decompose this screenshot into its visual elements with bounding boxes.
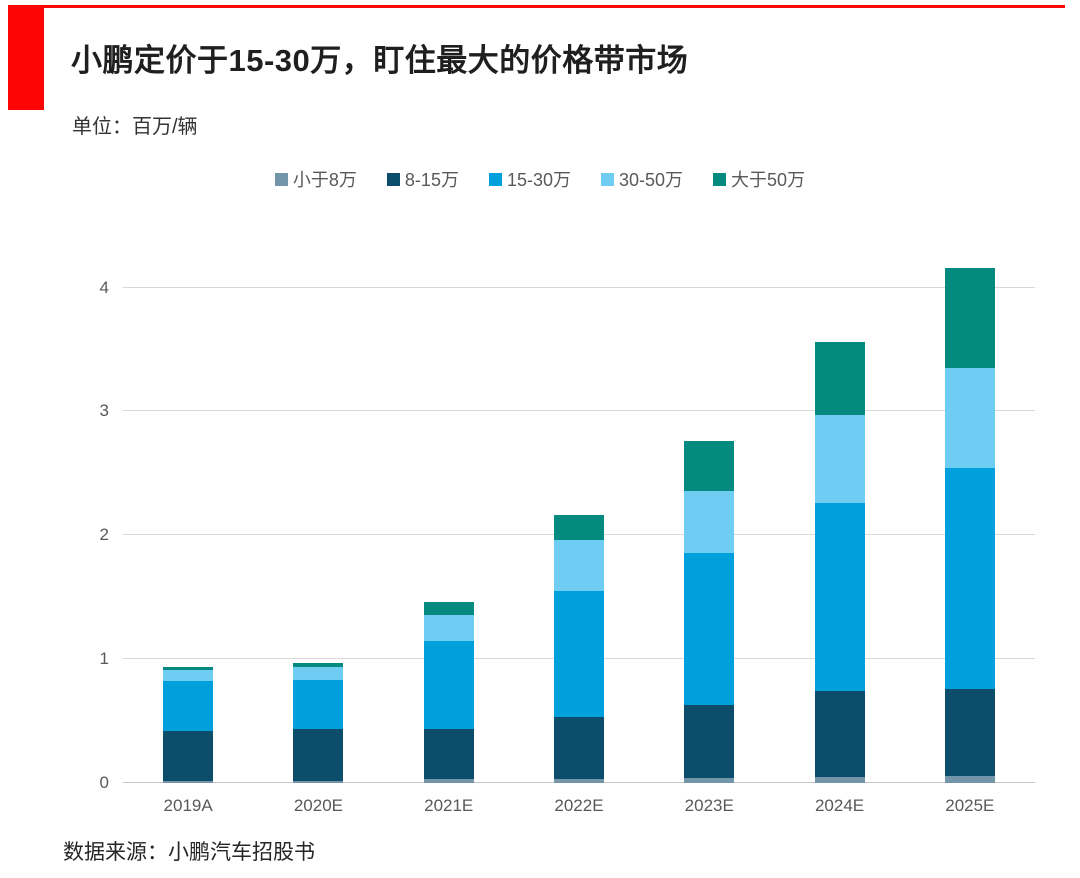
bar-segment-小于8万 [684, 778, 735, 783]
chart-plot-area: 0 1 2 3 4 2019A 2020E 2021E 2022E 2023E 2024E 2025E [100, 259, 1035, 815]
bar-segment-大于50万 [553, 515, 604, 541]
legend-item-30-50万: 30-50万 [601, 166, 683, 192]
source-note: 数据来源：小鹏汽车招股书 [63, 841, 315, 864]
legend-label: 小于8万 [292, 170, 357, 190]
stacked-bar-2021E [423, 602, 474, 783]
bar-segment-8-15万 [814, 691, 865, 777]
legend-label: 大于50万 [731, 170, 806, 190]
bar-column-2021E: 2021E [384, 259, 514, 815]
x-tick-label-2022E: 2022E [554, 796, 604, 815]
bar-segment-8-15万 [553, 717, 604, 780]
y-tick-label-4: 4 [99, 277, 109, 297]
bar-segment-15-30万 [684, 552, 735, 705]
legend-label: 30-50万 [619, 170, 684, 190]
bar-column-2019A: 2019A [123, 259, 253, 815]
stacked-bar-2023E [684, 441, 735, 783]
bar-segment-8-15万 [944, 688, 995, 776]
y-tick-label-0: 0 [99, 773, 109, 792]
bar-segment-小于8万 [163, 780, 214, 783]
x-tick-label-2021E: 2021E [424, 796, 474, 815]
bar-segment-小于8万 [944, 775, 995, 783]
bar-segment-8-15万 [163, 730, 214, 781]
legend-swatch-icon [601, 172, 614, 186]
bar-segment-30-50万 [814, 415, 865, 504]
bar-segment-大于50万 [684, 441, 735, 491]
bar-segment-15-30万 [423, 640, 474, 729]
legend: 小于8万 8-15万 15-30万 30-50万 大于50万 [0, 166, 1080, 192]
bar-segment-8-15万 [684, 704, 735, 779]
bar-segment-大于50万 [944, 267, 995, 369]
bar-segment-大于50万 [814, 342, 865, 416]
x-tick-label-2020E: 2020E [293, 796, 343, 815]
x-tick-label-2025E: 2025E [945, 796, 995, 815]
bar-column-2024E: 2024E [774, 259, 904, 815]
bar-segment-15-30万 [944, 468, 995, 689]
bar-segment-大于50万 [293, 662, 344, 667]
gridline-4 [123, 286, 1035, 288]
legend-item-8-15万: 8-15万 [386, 166, 459, 192]
bar-column-2022E: 2022E [514, 259, 644, 815]
bar-column-2020E: 2020E [253, 259, 383, 815]
bar-segment-小于8万 [814, 776, 865, 783]
stacked-bar-2022E [553, 515, 604, 783]
stacked-bar-2020E [293, 662, 344, 783]
bar-segment-15-30万 [293, 680, 344, 729]
bar-segment-15-30万 [814, 503, 865, 692]
unit-label: 单位：百万/辆 [72, 116, 198, 138]
bar-segment-小于8万 [293, 780, 344, 783]
bar-segment-30-50万 [423, 614, 474, 641]
bar-segment-8-15万 [293, 728, 344, 781]
chart-title: 小鹏定价于15-30万，盯住最大的价格带市场 [71, 43, 689, 78]
bar-segment-8-15万 [423, 728, 474, 780]
legend-swatch-icon [488, 172, 502, 186]
bar-segment-大于50万 [163, 666, 214, 671]
legend-label: 15-30万 [506, 170, 571, 190]
x-tick-label-2023E: 2023E [684, 796, 734, 815]
stacked-bar-2025E [944, 267, 995, 783]
bar-segment-30-50万 [553, 540, 604, 592]
bar-column-2025E: 2025E [905, 259, 1035, 815]
stacked-bar-2019A [163, 666, 214, 783]
bar-segment-15-30万 [553, 591, 604, 718]
legend-item-大于50万: 大于50万 [713, 166, 805, 192]
x-tick-label-2024E: 2024E [814, 796, 865, 815]
red-accent-block [8, 5, 44, 110]
y-tick-label-3: 3 [99, 401, 109, 421]
legend-swatch-icon [713, 172, 727, 186]
gridline-3 [123, 410, 1035, 412]
bar-segment-30-50万 [684, 490, 735, 553]
bar-segment-30-50万 [163, 670, 214, 682]
legend-swatch-icon [386, 172, 400, 186]
legend-label: 8-15万 [404, 170, 459, 190]
top-red-rule [8, 5, 1065, 8]
bar-segment-小于8万 [553, 779, 604, 783]
legend-item-小于8万: 小于8万 [274, 166, 357, 192]
stacked-bar-2024E [814, 342, 865, 783]
y-tick-label-1: 1 [99, 649, 109, 669]
bar-segment-大于50万 [423, 602, 474, 615]
legend-item-15-30万: 15-30万 [488, 166, 571, 192]
bar-segment-30-50万 [293, 666, 344, 681]
legend-swatch-icon [274, 172, 288, 186]
bar-columns: 2019A 2020E 2021E 2022E 2023E 2024E 2025E [123, 259, 1035, 815]
bar-column-2023E: 2023E [644, 259, 774, 815]
bar-segment-30-50万 [944, 368, 995, 469]
y-tick-label-2: 2 [99, 525, 109, 545]
x-tick-label-2019A: 2019A [163, 796, 213, 815]
bar-segment-小于8万 [423, 779, 474, 783]
bar-segment-15-30万 [163, 681, 214, 731]
